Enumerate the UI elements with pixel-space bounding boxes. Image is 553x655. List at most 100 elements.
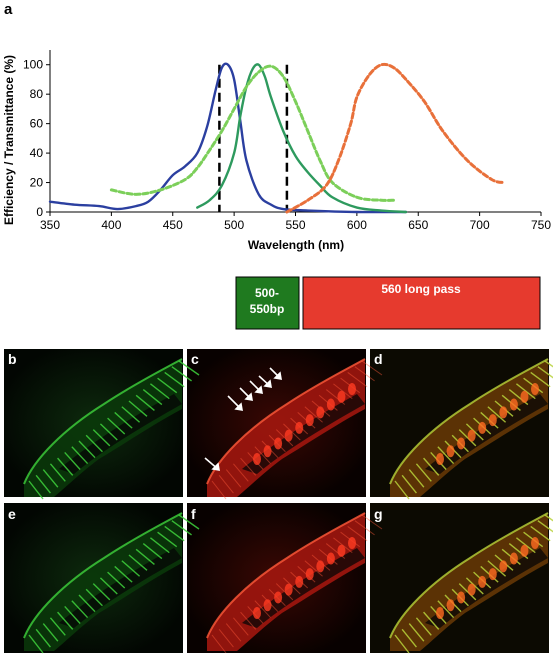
membrane-line — [157, 531, 178, 548]
y-axis-label: Efficiency / Transmittance (%) — [2, 55, 16, 225]
bandpass-filter-box — [235, 276, 300, 330]
membrane-line — [304, 560, 323, 577]
membrane-line — [85, 588, 103, 607]
membrane-line — [64, 605, 81, 624]
y-tick-label: 20 — [30, 176, 44, 190]
membrane-line — [85, 434, 103, 453]
nucleus-blob — [284, 583, 293, 596]
membrane-line — [49, 617, 66, 636]
membrane-line — [42, 469, 59, 488]
tissue-body — [24, 513, 182, 651]
longpass-label: 560 long pass — [381, 282, 461, 296]
panel-label-c: c — [191, 351, 199, 367]
nucleus-blob — [499, 560, 508, 573]
arrow-icon — [204, 457, 220, 471]
nucleus-blob — [274, 437, 283, 450]
filter-bar: 500- 550bp 560 long pass — [235, 276, 541, 330]
tissue-lumen — [59, 548, 182, 628]
tissue-body — [390, 359, 548, 497]
membrane-line — [537, 520, 553, 533]
membrane-line — [283, 577, 301, 595]
nucleus-blob — [467, 583, 476, 596]
membrane-line — [149, 537, 170, 554]
nucleus-blob — [316, 406, 325, 419]
membrane-line — [57, 457, 74, 476]
membrane-line — [121, 406, 141, 423]
nucleus-blob — [520, 390, 529, 403]
membrane-line — [240, 457, 257, 476]
arrow-icon — [227, 395, 243, 411]
membrane-line — [415, 617, 432, 636]
panel-label-a: a — [4, 1, 13, 18]
membrane-line — [178, 360, 200, 376]
panel-label-b: b — [8, 351, 17, 367]
membrane-line — [114, 565, 133, 583]
longpass-filter-box — [302, 276, 541, 330]
nucleus-blob — [509, 552, 518, 565]
membrane-line — [218, 628, 234, 648]
arrow-icon — [239, 387, 253, 401]
membrane-line — [35, 474, 51, 494]
nucleus-blob — [305, 414, 314, 427]
nucleus-blob — [499, 406, 508, 419]
membrane-line — [218, 474, 234, 494]
membrane-line — [57, 611, 74, 630]
nucleus-blob — [253, 607, 261, 619]
membrane-line — [347, 526, 368, 542]
tissue-edge — [206, 358, 366, 485]
membrane-line — [28, 634, 44, 654]
bandpass-label-line1: 500- — [255, 286, 279, 300]
membrane-line — [408, 623, 425, 642]
membrane-line — [135, 548, 155, 565]
x-axis-label: Wavelength (nm) — [248, 238, 344, 252]
tissue-lumen — [425, 394, 548, 474]
membrane-line — [530, 371, 551, 388]
x-tick-label: 400 — [101, 218, 121, 232]
nucleus-blob — [520, 544, 529, 557]
membrane-line — [465, 423, 484, 441]
x-tick-label: 500 — [224, 218, 244, 232]
nucleus-blob — [305, 568, 314, 581]
tissue-villus — [23, 512, 200, 654]
membrane-line — [423, 457, 440, 476]
spectra-chart: Efficiency / Transmittance (%) Wavelengt… — [2, 50, 551, 252]
membrane-line — [71, 600, 89, 619]
membrane-line — [354, 366, 375, 382]
tissue-villus — [389, 512, 553, 654]
y-tick-label: 40 — [30, 146, 44, 160]
tissue-villus — [23, 358, 200, 500]
membrane-line — [211, 480, 227, 500]
membrane-line — [171, 520, 192, 536]
nucleus-blob — [467, 429, 476, 442]
panel-label-g: g — [374, 506, 383, 522]
micrograph-grid — [4, 349, 553, 654]
y-tick-label: 60 — [30, 117, 44, 131]
membrane-line — [92, 429, 111, 447]
membrane-line — [142, 543, 163, 560]
membrane-line — [78, 440, 96, 459]
membrane-line — [487, 560, 507, 577]
membrane-line — [394, 634, 410, 654]
x-tick-label: 550 — [285, 218, 305, 232]
x-tick-label: 700 — [470, 218, 490, 232]
x-tick-label: 450 — [163, 218, 183, 232]
tissue-body — [207, 513, 365, 651]
panel-label-f: f — [191, 506, 196, 522]
membrane-line — [121, 560, 141, 577]
membrane-line — [361, 360, 383, 376]
membrane-line — [544, 360, 553, 368]
arrow-icon — [258, 375, 272, 388]
tissue-edge — [389, 512, 549, 639]
membrane-line — [423, 611, 440, 630]
tissue-villus — [206, 512, 383, 654]
membrane-line — [99, 423, 118, 441]
membrane-line — [401, 628, 417, 648]
membrane-line — [71, 446, 89, 465]
nucleus-blob — [457, 437, 466, 450]
tissue-body — [390, 513, 548, 651]
membrane-line — [211, 634, 227, 654]
tissue-lumen — [242, 394, 365, 474]
membrane-line — [49, 463, 66, 482]
membrane-line — [164, 525, 185, 542]
